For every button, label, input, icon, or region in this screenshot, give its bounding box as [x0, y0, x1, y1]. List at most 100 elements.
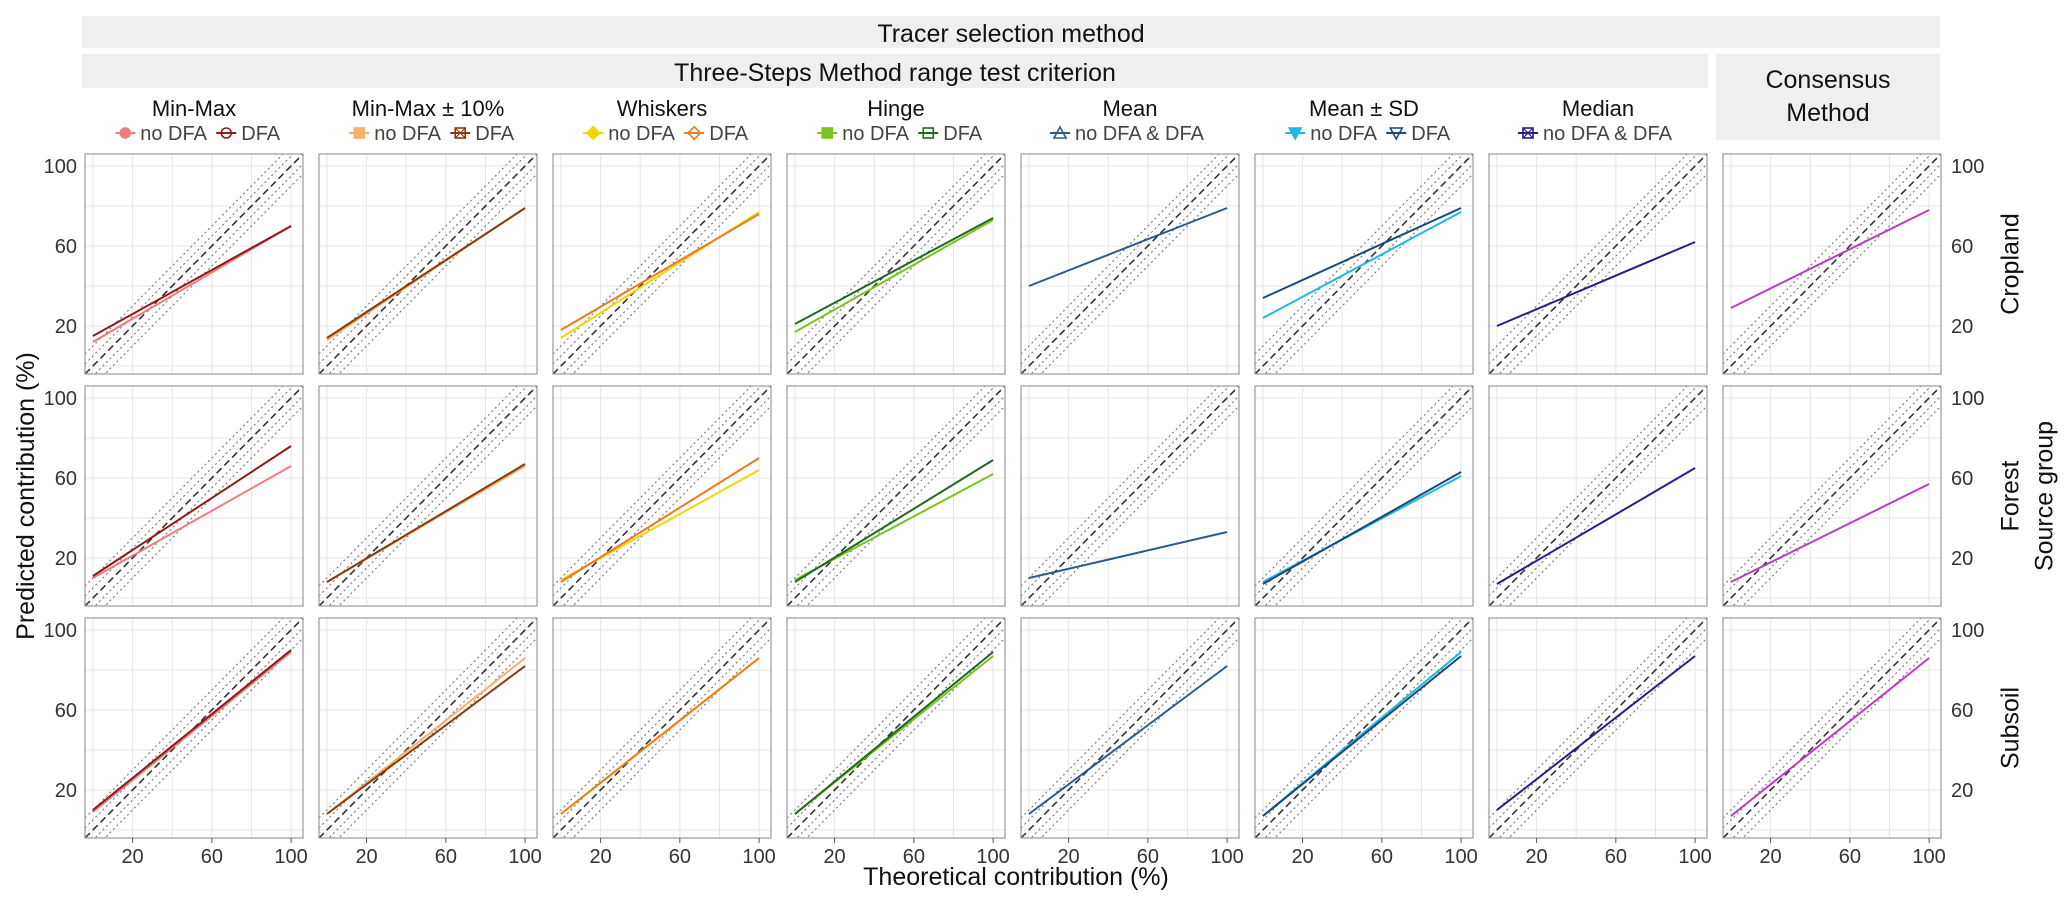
panel-plot-area	[1255, 154, 1473, 374]
x-axis-title: Theoretical contribution (%)	[863, 863, 1169, 891]
reference-line	[562, 395, 771, 606]
fit-line	[92, 649, 292, 811]
panel-forest-whiskers	[552, 385, 772, 607]
reference-line	[1489, 386, 1688, 587]
reference-line	[1723, 618, 1941, 838]
reference-line	[1021, 618, 1220, 819]
panel-cropland-mean	[1020, 153, 1240, 375]
reference-line	[572, 637, 771, 838]
reference-line	[85, 386, 294, 597]
reference-line	[1021, 618, 1230, 829]
panel-plot-area	[553, 618, 771, 838]
legend-entry: no DFA & DFA	[1518, 123, 1673, 145]
panel-subsoil-mean: 20 60 100	[1020, 617, 1244, 868]
legend-marker	[1388, 127, 1404, 141]
panel-plot-area	[787, 386, 1005, 606]
fit-line	[326, 207, 526, 339]
y-tick-label-right: 100	[1951, 620, 1984, 642]
reference-line	[1040, 405, 1239, 606]
y-tick-label: 60	[55, 236, 77, 258]
reference-line	[104, 405, 303, 606]
panel-plot-area	[787, 154, 1005, 374]
reference-line	[1489, 386, 1698, 597]
panel-cropland-min-max: 20 60 100	[44, 153, 304, 375]
reference-line	[787, 618, 1005, 838]
panel-plot-area	[1255, 618, 1473, 838]
reference-line	[1274, 405, 1473, 606]
panel-plot-area	[1489, 386, 1707, 606]
legend-label: no DFA	[1310, 123, 1377, 145]
panel-plot-area	[85, 154, 303, 374]
legend-label: DFA	[241, 123, 281, 145]
y-axis-title: Predicted contribution (%)	[12, 352, 40, 640]
reference-line	[553, 618, 771, 838]
y-tick-label: 100	[44, 620, 77, 642]
panel-plot-area	[1489, 618, 1707, 838]
x-tick-label: 100	[1210, 846, 1243, 868]
reference-line	[1274, 637, 1473, 838]
row-label-cropland: Cropland	[1997, 213, 2025, 314]
reference-line	[553, 618, 752, 819]
y-tick-label-right: 60	[1951, 700, 1973, 722]
reference-line	[796, 627, 1005, 838]
fit-line	[1496, 655, 1696, 811]
panel-border	[552, 153, 772, 375]
reference-line	[553, 386, 771, 606]
reference-line	[1021, 154, 1230, 365]
reference-line	[94, 627, 303, 838]
reference-line	[94, 163, 303, 374]
legend-entry: DFA	[684, 123, 749, 145]
reference-line	[1021, 154, 1239, 374]
panel-plot-area	[1255, 386, 1473, 606]
reference-line	[806, 405, 1005, 606]
reference-line	[1489, 386, 1707, 606]
panel-forest-mean-sd	[1254, 385, 1474, 607]
reference-line	[319, 618, 518, 819]
legend-marker	[821, 127, 834, 139]
legend-entry: no DFA	[583, 123, 676, 145]
reference-line	[1021, 618, 1239, 838]
legend-marker	[585, 125, 601, 141]
reference-line	[1489, 154, 1707, 374]
reference-line	[1264, 627, 1473, 838]
reference-line	[338, 637, 537, 838]
y-tick-label-right: 60	[1951, 468, 1973, 490]
reference-line	[1040, 637, 1239, 838]
reference-line	[572, 405, 771, 606]
panel-subsoil-whiskers: 20 60 100	[552, 617, 776, 868]
panel-border	[786, 617, 1006, 839]
reference-line	[787, 386, 996, 597]
panel-cropland-hinge	[786, 153, 1006, 375]
reference-line	[1742, 405, 1941, 606]
legend-marker	[1287, 127, 1303, 141]
reference-line	[328, 395, 537, 606]
strip-top-title: Tracer selection method	[877, 20, 1144, 48]
reference-line	[1723, 154, 1941, 374]
reference-line	[1021, 386, 1230, 597]
legend-entry: DFA	[1386, 123, 1451, 145]
panel-plot-area	[1021, 154, 1239, 374]
reference-line	[806, 173, 1005, 374]
panel-border	[1254, 153, 1474, 375]
panel-border	[1722, 617, 1942, 839]
panel-plot-area	[319, 618, 537, 838]
panel-plot-area	[553, 154, 771, 374]
panel-plot-area	[1021, 386, 1239, 606]
reference-line	[787, 154, 1005, 374]
legend-label: DFA	[1411, 123, 1451, 145]
reference-line	[1489, 154, 1698, 365]
reference-line	[85, 154, 303, 374]
reference-line	[319, 154, 518, 355]
row-label-subsoil: Subsoil	[1997, 687, 2025, 769]
reference-line	[553, 386, 752, 587]
reference-line	[1255, 618, 1454, 819]
legend-label: no DFA	[140, 123, 207, 145]
panel-border	[1254, 617, 1474, 839]
reference-line	[85, 154, 294, 365]
reference-line	[1723, 386, 1932, 597]
reference-line	[94, 395, 303, 606]
column-title: Whiskers	[617, 96, 707, 121]
reference-line	[319, 618, 537, 838]
x-tick-label: 60	[1605, 846, 1627, 868]
reference-line	[1030, 395, 1239, 606]
